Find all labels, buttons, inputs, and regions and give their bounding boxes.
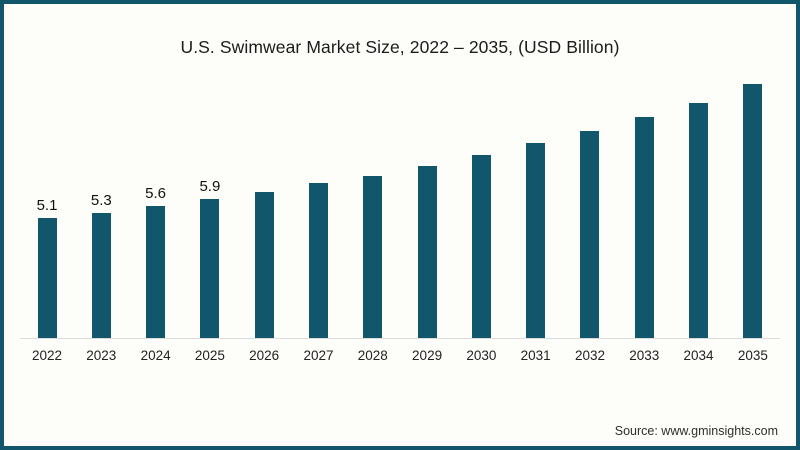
bar-2028 [363,176,383,338]
bar-2033 [634,117,654,338]
bar-column-2030 [454,155,508,338]
x-tick-label-2027: 2027 [303,348,334,363]
x-tick-label-2023: 2023 [86,348,117,363]
x-tick-label-2030: 2030 [466,348,497,363]
bar-2023 [91,213,111,338]
bar-column-2024: 5.6 [129,185,183,338]
bar-column-2026 [237,192,291,338]
plot-area: 5.1 5.3 5.6 5.9 [20,4,780,338]
x-tick-label-2024: 2024 [140,348,171,363]
bar-2031 [526,143,546,338]
bar-column-2025: 5.9 [183,178,237,338]
bar-2025 [200,199,220,338]
x-tick-label-2032: 2032 [574,348,605,363]
bar-value-label-2023: 5.3 [90,192,112,209]
bar-2032 [580,131,600,338]
bar-column-2028 [346,176,400,338]
x-tick-label-2033: 2033 [629,348,660,363]
bar-column-2035 [726,84,780,338]
bar-column-2029 [400,166,454,338]
x-tick-label-2025: 2025 [194,348,225,363]
chart-title: U.S. Swimwear Market Size, 2022 – 2035, … [180,37,620,57]
bar-value-label-2022: 5.1 [36,197,58,214]
x-tick-label-2031: 2031 [520,348,551,363]
bar-column-2022: 5.1 [20,197,74,338]
bar-column-2034 [672,103,726,338]
bar-2027 [308,183,328,338]
x-tick-label-2026: 2026 [249,348,280,363]
x-tick-label-2022: 2022 [31,348,63,363]
source-note: Source: www.gminsights.com [614,424,778,438]
bar-2029 [417,166,437,338]
x-tick-label-2035: 2035 [737,348,768,363]
x-tick-label-2028: 2028 [357,348,388,363]
x-tick-label-2029: 2029 [412,348,443,363]
bar-2030 [471,155,491,338]
x-axis-line [20,338,780,339]
bar-column-2027 [291,183,345,338]
x-axis-labels: 2022 2023 2024 2025 2026 2027 2028 2029 2030 2031… [20,348,780,363]
bar-column-2023: 5.3 [74,192,128,338]
bar-2022 [37,218,57,338]
x-tick-label-2034: 2034 [683,348,714,363]
bar-2034 [689,103,709,338]
bar-column-2031 [509,143,563,338]
bar-value-label-2024: 5.6 [145,185,167,202]
bar-column-2032 [563,131,617,338]
bar-value-label-2025: 5.9 [199,178,221,195]
bar-column-2033 [617,117,671,338]
bar-2035 [743,84,763,338]
bar-2024 [146,206,166,338]
bar-2026 [254,192,274,338]
